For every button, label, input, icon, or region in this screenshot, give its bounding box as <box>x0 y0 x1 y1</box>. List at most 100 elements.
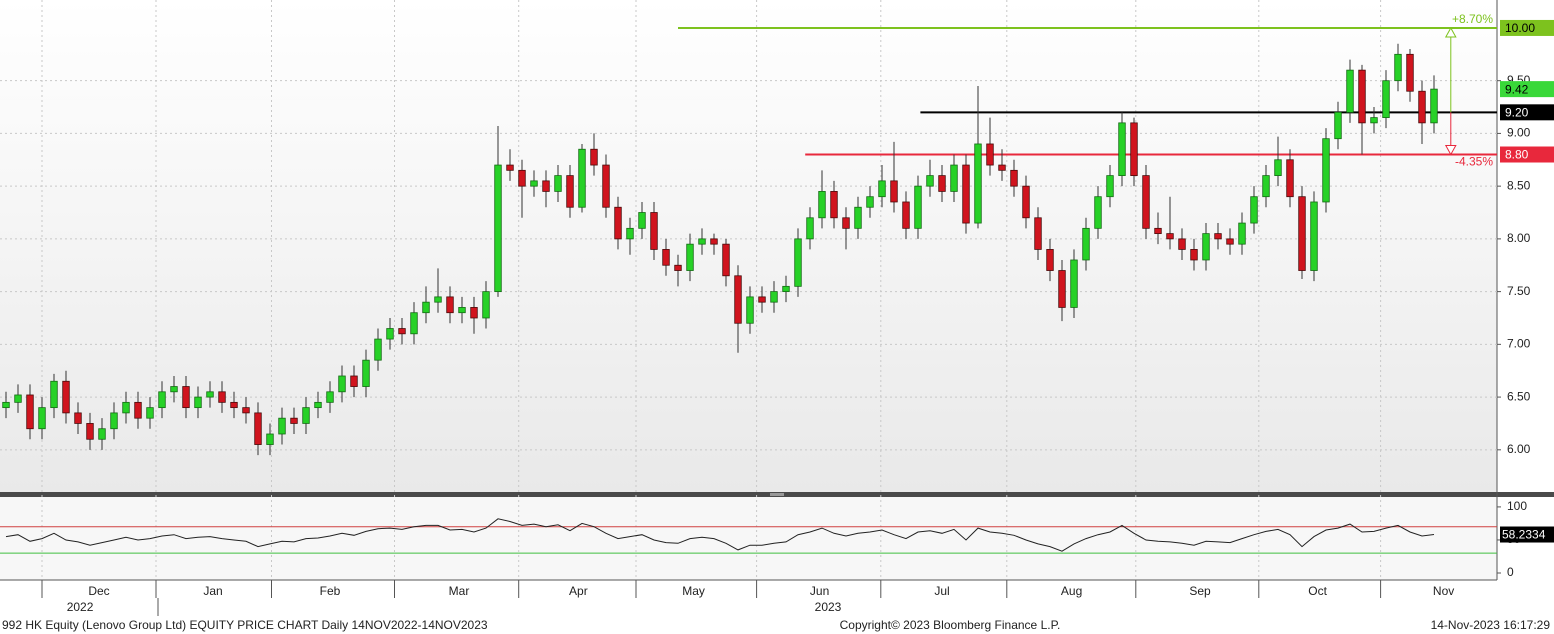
candle-body <box>518 169 526 187</box>
candle-body <box>482 291 490 319</box>
y-tick-label: 7.00 <box>1507 337 1531 351</box>
candle-body <box>170 386 178 393</box>
candle-body <box>878 180 886 198</box>
level-label: 9.20 <box>1505 105 1529 119</box>
x-tick-label: May <box>682 584 705 598</box>
candle-body <box>194 396 202 409</box>
candle-body <box>650 212 658 250</box>
candle-body <box>1070 259 1078 308</box>
x-tick-label: Jan <box>203 584 222 598</box>
candle-body <box>854 206 862 229</box>
level-box <box>1500 146 1554 163</box>
y-tick-label: 100 <box>1507 499 1527 513</box>
candle-body <box>746 296 754 324</box>
candle-body <box>686 243 694 271</box>
candle-body <box>806 217 814 240</box>
candle-body <box>74 412 82 424</box>
level-box <box>1500 19 1554 36</box>
candle-body <box>974 143 982 224</box>
candle-body <box>362 359 370 387</box>
candle-body <box>1142 175 1150 229</box>
candle-body <box>662 249 670 266</box>
candle-body <box>2 401 10 409</box>
candle-body <box>590 148 598 166</box>
year-label: 2022 <box>67 600 94 614</box>
footer-right: 14-Nov-2023 16:17:29 <box>1431 618 1551 632</box>
candle-body <box>38 407 46 430</box>
candle-body <box>830 191 838 219</box>
candle-body <box>230 401 238 409</box>
candle-body <box>530 180 538 187</box>
footer-center: Copyright© 2023 Bloomberg Finance L.P. <box>840 618 1061 632</box>
candle-body <box>146 407 154 419</box>
candle-body <box>1106 175 1114 198</box>
candle-body <box>86 423 94 440</box>
x-tick-label: Feb <box>320 584 341 598</box>
year-label: 2023 <box>815 600 842 614</box>
candle-body <box>614 206 622 240</box>
candle-body <box>422 301 430 314</box>
candle-body <box>458 307 466 314</box>
candle-body <box>50 380 58 409</box>
candle-body <box>1322 138 1330 203</box>
candle-body <box>158 391 166 409</box>
candle-body <box>938 175 946 192</box>
candle-body <box>1406 53 1414 92</box>
arrow-head <box>1444 145 1457 156</box>
y-tick-label: 6.50 <box>1507 389 1531 403</box>
y-tick-label: 8.50 <box>1507 178 1531 192</box>
candle-body <box>278 417 286 435</box>
candle-body <box>758 296 766 303</box>
x-tick-label: Apr <box>569 584 588 598</box>
candle-body <box>266 433 274 445</box>
divider-handle <box>770 493 784 496</box>
candle-body <box>110 412 118 430</box>
candle-body <box>206 391 214 398</box>
candle-body <box>698 238 706 245</box>
candle-body <box>1370 117 1378 124</box>
candle-body <box>674 264 682 271</box>
last-price-box <box>1500 81 1554 98</box>
x-tick-label: Nov <box>1433 584 1454 598</box>
candle-body <box>446 296 454 314</box>
candle-body <box>626 227 634 240</box>
candle-body <box>314 401 322 409</box>
candle-body <box>302 407 310 424</box>
candle-body <box>986 143 994 166</box>
change-label: +8.70% <box>1452 12 1493 26</box>
candle-body <box>1226 238 1234 245</box>
candle-body <box>542 180 550 192</box>
candle-body <box>782 285 790 293</box>
price-panel <box>0 0 1497 492</box>
change-label: -4.35% <box>1455 155 1493 169</box>
candle-body <box>62 380 70 414</box>
y-tick-label: 7.50 <box>1507 284 1531 298</box>
x-tick-label: Jun <box>810 584 829 598</box>
candle-body <box>1274 159 1282 177</box>
candle-body <box>554 175 562 192</box>
x-tick-label: Oct <box>1308 584 1327 598</box>
y-tick-label: 8.00 <box>1507 231 1531 245</box>
candle-body <box>1286 159 1294 198</box>
candle-body <box>566 175 574 208</box>
last-value-box <box>1500 526 1554 543</box>
level-box <box>1500 104 1554 121</box>
rsi-line <box>5 518 1435 552</box>
candle-body <box>26 394 34 430</box>
candle-body <box>338 375 346 393</box>
candle-body <box>1034 217 1042 250</box>
candle-body <box>1238 222 1246 245</box>
candle-body <box>1310 201 1318 271</box>
candle-body <box>254 412 262 445</box>
level-label: 10.00 <box>1505 21 1535 35</box>
candle-body <box>1262 175 1270 198</box>
candle-body <box>398 328 406 335</box>
candle-body <box>1358 69 1366 124</box>
candle-body <box>1346 69 1354 113</box>
last-value-label: 58.2334 <box>1502 528 1546 542</box>
x-tick-label: Jul <box>934 584 949 598</box>
y-tick-label: 0 <box>1507 565 1514 579</box>
candle-body <box>962 164 970 224</box>
candle-body <box>914 185 922 229</box>
